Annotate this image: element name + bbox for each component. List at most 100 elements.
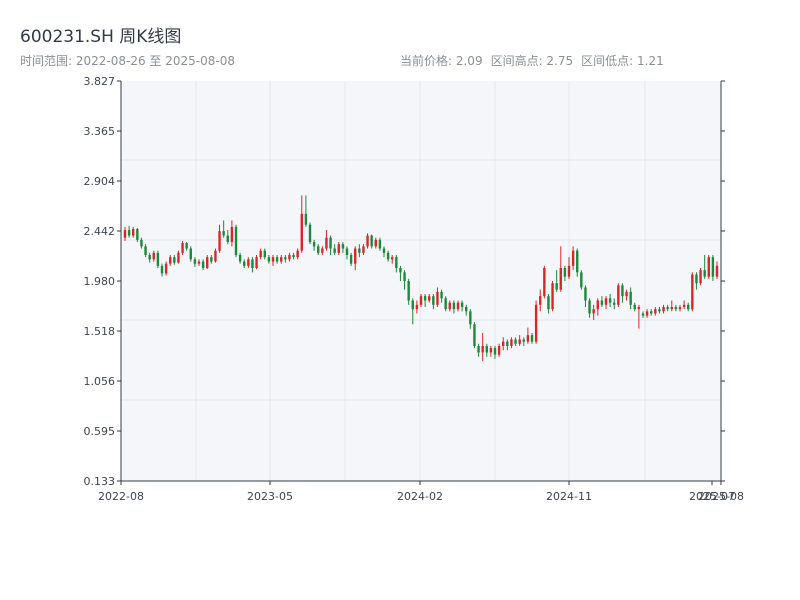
- candle-body: [386, 252, 390, 260]
- candle-body: [136, 229, 139, 240]
- candle-body: [563, 268, 567, 277]
- candle-body: [715, 265, 719, 277]
- candle-body: [189, 248, 192, 260]
- candle-body: [658, 309, 661, 312]
- candle-body: [156, 252, 160, 266]
- candle-body: [140, 239, 143, 247]
- candle-body: [629, 291, 632, 305]
- candle-body: [440, 291, 443, 299]
- candle-body: [650, 311, 653, 314]
- candle-body: [432, 296, 435, 305]
- candle-body: [144, 246, 147, 256]
- candle-body: [641, 313, 645, 316]
- candle-body: [592, 309, 595, 314]
- x-tick-label: 2025-08: [698, 490, 744, 503]
- candle-body: [300, 213, 303, 251]
- candle-body: [559, 268, 562, 290]
- y-tick-label: 1.980: [84, 275, 116, 288]
- candle-body: [419, 296, 423, 305]
- candle-body: [391, 257, 394, 260]
- x-tick-label: 2024-02: [397, 490, 443, 503]
- candle-body: [588, 300, 591, 314]
- candle-body: [682, 304, 686, 307]
- candle-body: [436, 291, 439, 305]
- candle-body: [214, 250, 217, 262]
- candle-body: [255, 257, 258, 269]
- candle-body: [152, 252, 155, 260]
- candle-body: [580, 272, 583, 288]
- candle-body: [596, 300, 599, 310]
- x-tick-label: 2024-11: [546, 490, 592, 503]
- candle-body: [206, 257, 209, 269]
- current-price: 当前价格: 2.09: [400, 54, 483, 68]
- candle-body: [600, 300, 604, 305]
- candle-body: [288, 255, 291, 260]
- y-tick-label: 3.365: [84, 125, 116, 138]
- candle-body: [506, 341, 509, 346]
- candle-body: [271, 257, 275, 262]
- y-tick-label: 2.442: [84, 225, 116, 238]
- candle-body: [395, 257, 398, 269]
- candle-body: [695, 274, 698, 284]
- candle-body: [247, 259, 250, 266]
- candle-body: [666, 306, 669, 310]
- candle-body: [465, 306, 468, 312]
- candle-body: [621, 285, 624, 297]
- candle-body: [691, 274, 694, 310]
- candle-body: [699, 270, 702, 284]
- candle-body: [497, 345, 501, 355]
- candle-body: [711, 257, 715, 277]
- time-range: 时间范围: 2022-08-26 至 2025-08-08: [20, 54, 235, 68]
- candle-body: [148, 255, 151, 260]
- candle-body: [493, 348, 497, 355]
- candle-body: [284, 257, 287, 260]
- candle-body: [234, 226, 238, 256]
- candle-body: [358, 248, 361, 253]
- candle-body: [210, 257, 213, 262]
- candle-body: [608, 298, 612, 303]
- candle-body: [674, 306, 678, 310]
- candle-body: [160, 265, 164, 274]
- candle-body: [251, 259, 254, 269]
- candle-body: [218, 231, 221, 251]
- y-tick-label: 2.904: [84, 175, 116, 188]
- candle-body: [530, 335, 534, 342]
- candle-body: [510, 339, 513, 346]
- candle-body: [473, 324, 476, 346]
- y-tick-label: 3.827: [84, 75, 116, 88]
- candle-body: [415, 304, 419, 310]
- candle-body: [456, 302, 460, 310]
- candle-body: [526, 335, 530, 342]
- candle-body: [539, 296, 542, 305]
- y-tick-label: 1.518: [84, 325, 116, 338]
- candle-body: [243, 261, 246, 266]
- candle-body: [304, 213, 308, 225]
- candle-body: [259, 250, 262, 258]
- candle-body: [604, 298, 608, 305]
- candle-body: [132, 229, 135, 236]
- chart-title: 600231.SH 周K线图: [20, 27, 182, 47]
- candle-body: [613, 302, 616, 305]
- candle-body: [551, 283, 554, 310]
- candle-body: [127, 230, 131, 236]
- x-tick-label: 2025-07: [689, 490, 735, 503]
- y-tick-label: 1.056: [84, 375, 116, 388]
- candle-body: [403, 272, 406, 281]
- candle-body: [584, 287, 587, 301]
- candle-body: [576, 250, 579, 273]
- x-tick-label: 2022-08: [98, 490, 144, 503]
- candle-body: [637, 306, 641, 310]
- candle-body: [329, 237, 332, 249]
- candle-body: [707, 257, 710, 277]
- candle-body: [362, 246, 365, 253]
- candle-body: [670, 306, 673, 310]
- candle-body: [555, 283, 558, 290]
- y-tick-label: 0.595: [84, 425, 116, 438]
- candle-body: [703, 270, 706, 277]
- candle-body: [444, 298, 447, 310]
- candle-body: [654, 309, 657, 314]
- candle-body: [469, 311, 472, 325]
- candle-body: [366, 235, 369, 247]
- candle-body: [185, 243, 188, 249]
- candle-body: [123, 230, 127, 238]
